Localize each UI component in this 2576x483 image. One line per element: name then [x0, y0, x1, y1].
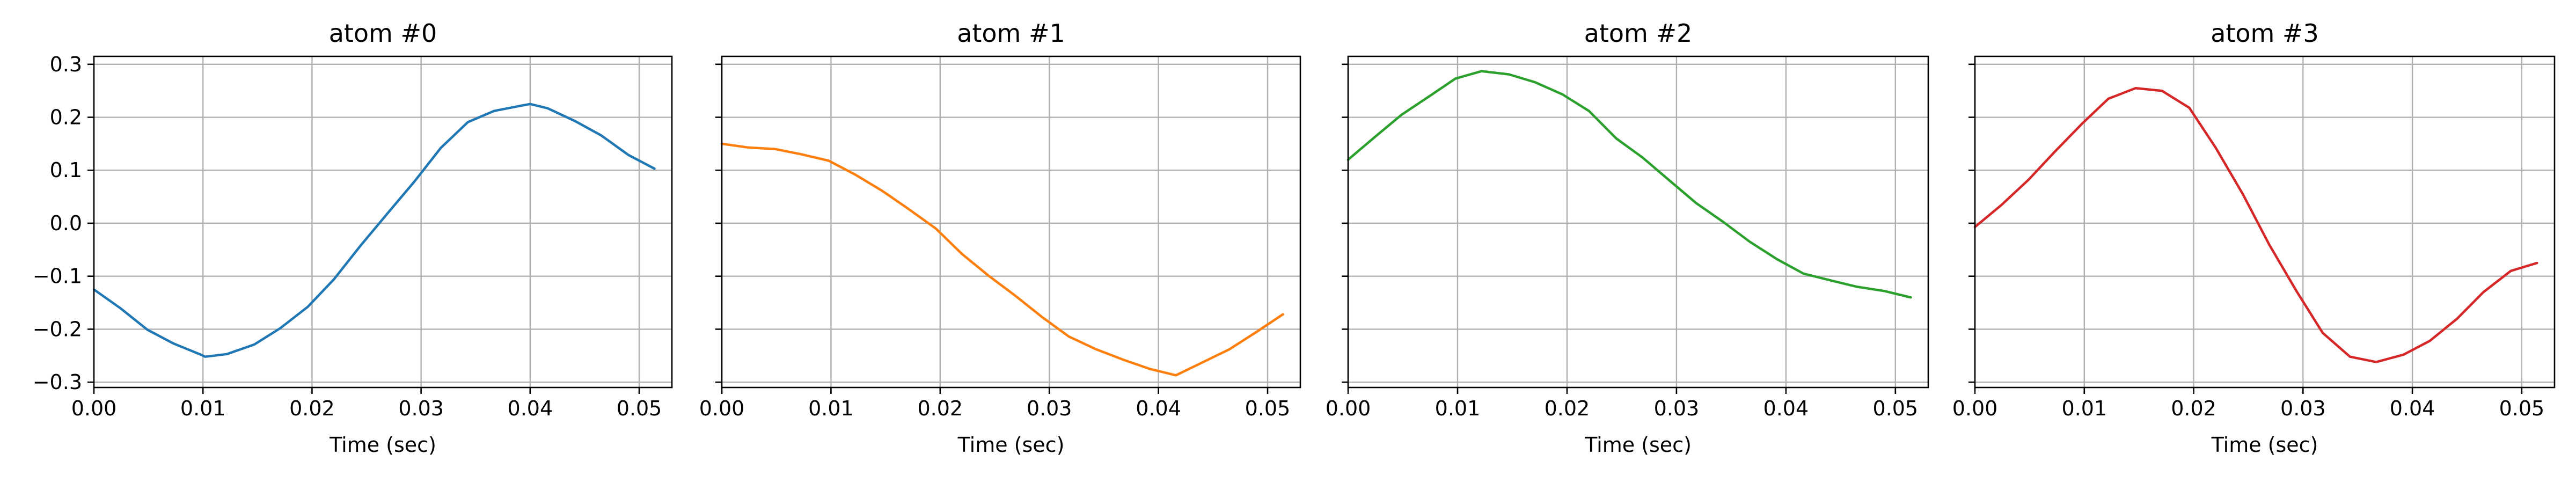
y-tick-label: −0.2 — [33, 317, 82, 341]
series-line — [1346, 70, 1912, 299]
x-tick-label: 0.02 — [1545, 397, 1590, 420]
x-tick-label: 0.03 — [1027, 397, 1072, 420]
x-tick-label: 0.03 — [398, 397, 444, 420]
y-tick-label: 0.1 — [50, 158, 82, 182]
x-tick-label: 0.05 — [2499, 397, 2545, 420]
x-axis-label: Time (sec) — [329, 433, 436, 457]
x-tick-label: 0.01 — [1435, 397, 1481, 420]
chart-title: atom #1 — [957, 19, 1065, 48]
x-axis-label: Time (sec) — [1584, 433, 1692, 457]
chart-title: atom #0 — [329, 19, 437, 48]
x-tick-label: 0.05 — [1245, 397, 1291, 420]
y-tick-label: −0.1 — [33, 265, 82, 288]
x-tick-label: 0.04 — [1763, 397, 1809, 420]
x-tick-label: 0.05 — [1873, 397, 1919, 420]
y-tick-label: 0.3 — [50, 53, 82, 76]
chart-panel-3: 0.00 0.01 0.02 0.03 0.04 0.05 atom #3 Time (sec… — [1952, 19, 2556, 457]
x-tick-label: 0.04 — [508, 397, 553, 420]
x-tick-label: 0.02 — [289, 397, 335, 420]
y-tick-label: 0.0 — [50, 211, 82, 235]
y-tick-label: −0.3 — [33, 370, 82, 394]
x-tick-label: 0.04 — [2390, 397, 2435, 420]
x-tick-label: 0.02 — [2171, 397, 2216, 420]
x-tick-label: 0.00 — [71, 397, 117, 420]
x-axis-label: Time (sec) — [957, 433, 1065, 457]
x-tick-label: 0.03 — [2280, 397, 2326, 420]
axes-frame — [1974, 55, 2556, 389]
series-line — [1973, 86, 2538, 363]
x-tick-label: 0.05 — [617, 397, 662, 420]
x-tick-label: 0.00 — [1326, 397, 1371, 420]
chart-panel-2: 0.00 0.01 0.02 0.03 0.04 0.05 atom #2 Time (sec… — [1326, 19, 1929, 457]
chart-panel-1: 0.00 0.01 0.02 0.03 0.04 0.05 atom #1 Time (sec… — [699, 19, 1301, 457]
axes-frame — [1347, 55, 1929, 389]
chart-panel-0: 0.00 0.01 0.02 0.03 0.04 0.05 −0.3 −0.2 −0.1 0.0 0… — [33, 19, 673, 457]
x-tick-label: 0.00 — [1952, 397, 1998, 420]
chart-title: atom #3 — [2211, 19, 2319, 48]
x-tick-label: 0.04 — [1136, 397, 1181, 420]
x-tick-label: 0.03 — [1654, 397, 1700, 420]
chart-title: atom #2 — [1584, 19, 1693, 48]
axes-frame — [93, 55, 673, 389]
axes-frame — [721, 55, 1301, 389]
x-tick-label: 0.00 — [699, 397, 745, 420]
y-tick-label: 0.2 — [50, 106, 82, 129]
series-line — [720, 142, 1284, 377]
x-tick-label: 0.01 — [808, 397, 854, 420]
x-tick-label: 0.02 — [917, 397, 963, 420]
x-axis-label: Time (sec) — [2211, 433, 2318, 457]
series-line — [92, 103, 656, 358]
x-tick-label: 0.01 — [2061, 397, 2107, 420]
x-tick-label: 0.01 — [180, 397, 226, 420]
